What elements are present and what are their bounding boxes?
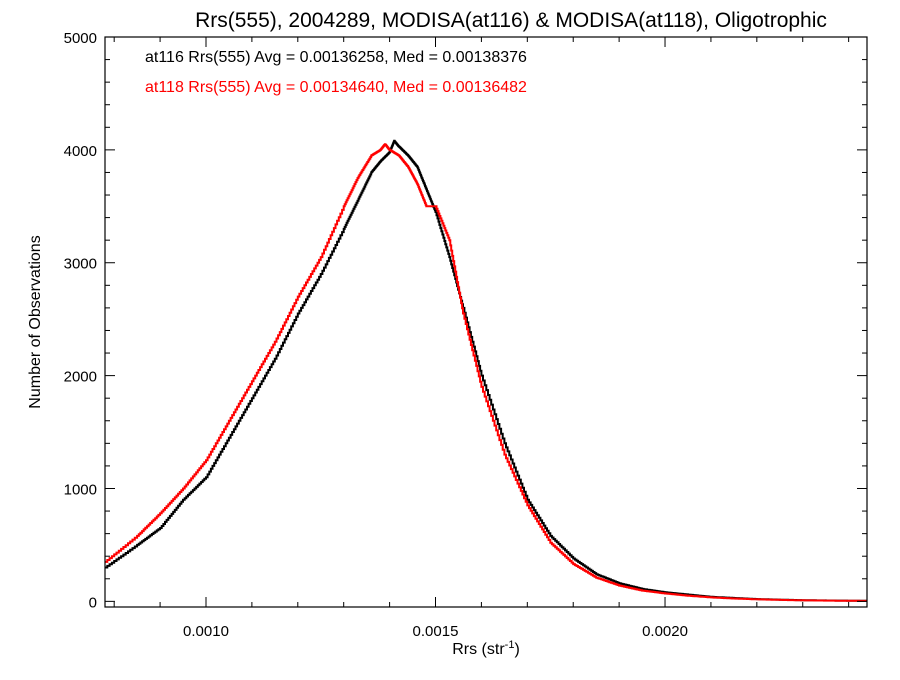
series-layer	[105, 139, 867, 602]
series-line-at118	[105, 143, 867, 602]
y-tick-label: 1000	[64, 481, 97, 498]
legend-at118-stats: at118 Rrs(555) Avg = 0.00134640, Med = 0…	[145, 79, 527, 96]
x-tick-label: 0.0020	[642, 623, 688, 640]
x-tick-label: 0.0010	[183, 623, 229, 640]
y-axis-label: Number of Observations	[27, 235, 44, 408]
x-axis-label-main: Rrs (str	[452, 641, 505, 658]
x-axis-label: Rrs (str-1)	[452, 639, 520, 658]
y-tick-label: 4000	[64, 143, 97, 160]
y-tick-label: 3000	[64, 256, 97, 273]
y-tick-label: 2000	[64, 369, 97, 386]
chart-title: Rrs(555), 2004289, MODISA(at116) & MODIS…	[195, 9, 827, 32]
y-tick-label: 0	[89, 594, 97, 611]
legend-at116-stats: at116 Rrs(555) Avg = 0.00136258, Med = 0…	[145, 49, 527, 66]
x-axis-label-close: )	[514, 641, 519, 658]
x-tick-label: 0.0015	[413, 623, 459, 640]
plot-frame	[104, 36, 868, 608]
x-axis-label-superscript: -1	[505, 639, 515, 651]
y-tick-label: 5000	[64, 30, 97, 47]
series-line-at116	[105, 139, 867, 602]
tick-layer: 0.0010 0.0015 0.0020 0 1000 2000 3000 4000 5000	[64, 30, 867, 640]
